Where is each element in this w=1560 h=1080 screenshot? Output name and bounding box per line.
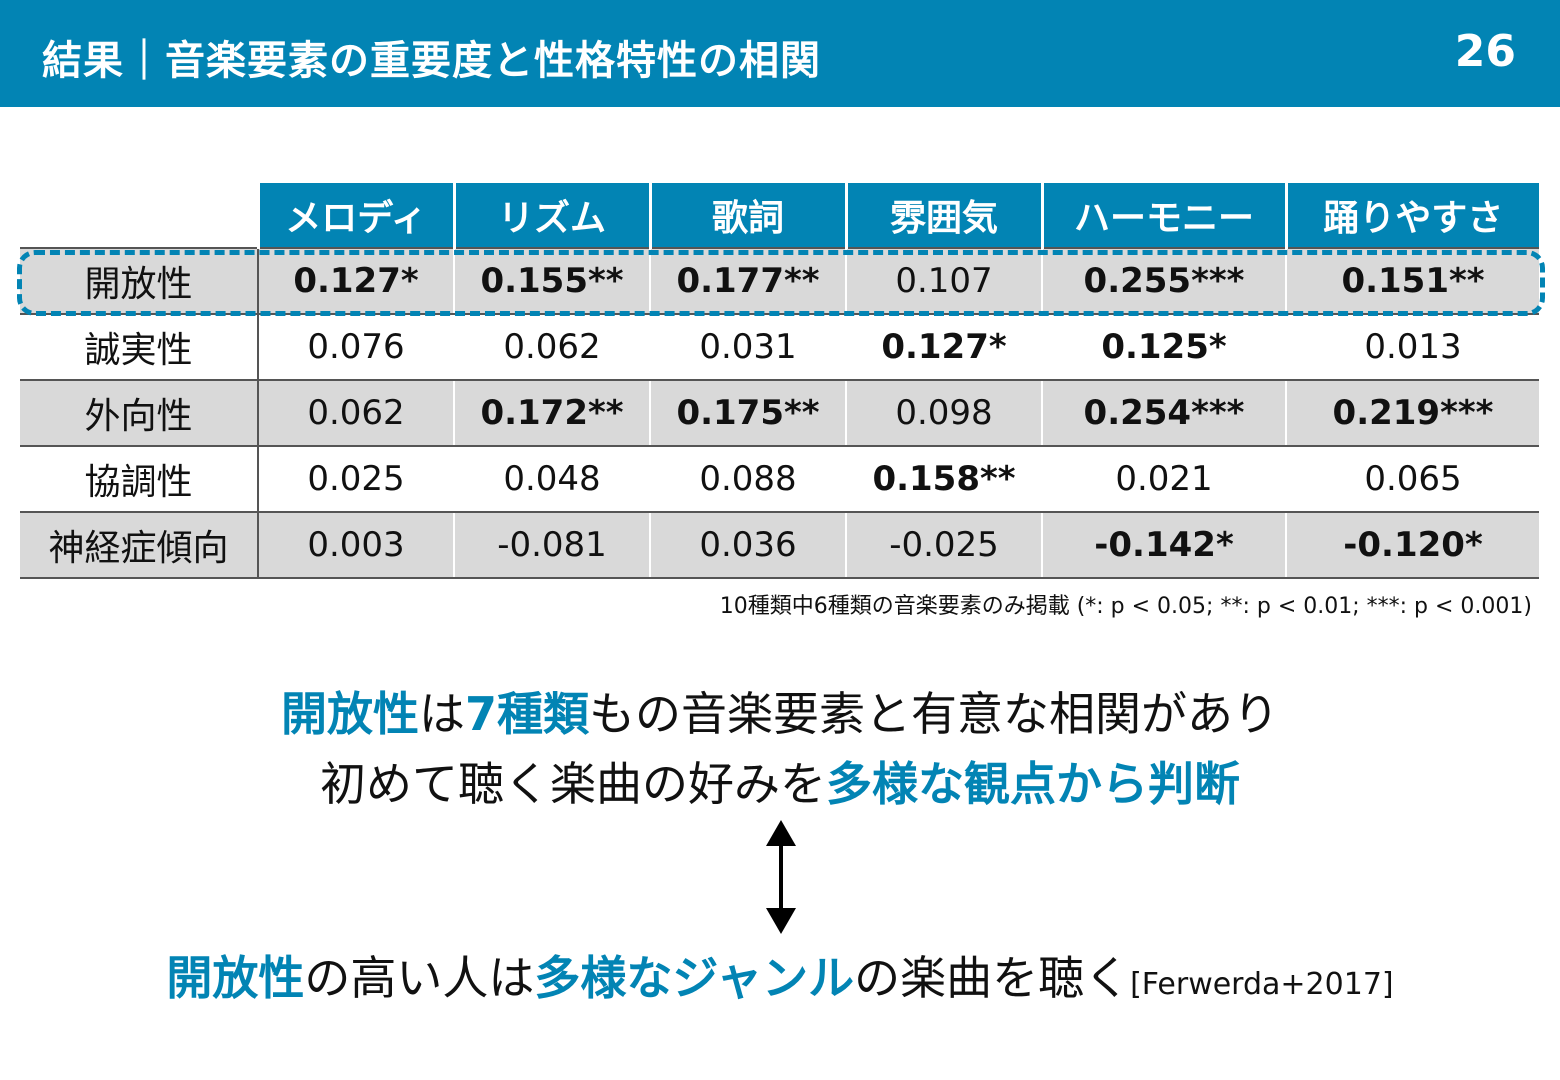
table-cell: 0.151** [1285, 247, 1539, 315]
table-cell: 0.254*** [1041, 380, 1286, 447]
table-cell: 0.062 [453, 314, 650, 381]
table-cell: 0.172** [453, 380, 650, 447]
table-cell: 0.127* [845, 314, 1042, 381]
row-label: 誠実性 [20, 314, 259, 381]
table-header-row: メロディ リズム 歌詞 雰囲気 ハーモニー 踊りやすさ [20, 183, 1539, 248]
table-cell: 0.177** [649, 247, 846, 315]
table-row-neuroticism: 神経症傾向 0.003 -0.081 0.036 -0.025 -0.142* … [20, 512, 1539, 579]
table-cell: 0.003 [257, 512, 454, 579]
highlight-openness: 開放性 [166, 951, 305, 1005]
table-cell: 0.031 [649, 314, 846, 381]
slide-header: 結果｜音楽要素の重要度と性格特性の相関 26 [0, 0, 1560, 107]
slide-title: 結果｜音楽要素の重要度と性格特性の相関 [42, 38, 821, 84]
table-cell: 0.088 [649, 446, 846, 513]
row-label: 協調性 [20, 446, 259, 513]
table-cell: 0.255*** [1041, 247, 1286, 315]
double-arrow-icon [766, 820, 796, 934]
row-label: 神経症傾向 [20, 512, 259, 579]
summary-line-2: 初めて聴く楽曲の好みを多様な観点から判断 [0, 748, 1560, 814]
table-cell: 0.013 [1285, 314, 1539, 381]
table-cell: 0.098 [845, 380, 1042, 447]
column-header-atmosphere: 雰囲気 [844, 183, 1042, 248]
table-cell: -0.142* [1041, 512, 1286, 579]
table-cell: -0.081 [453, 512, 650, 579]
summary-line-3: 開放性の高い人は多様なジャンルの楽曲を聴く[Ferwerda+2017] [0, 942, 1560, 1008]
summary-text: は [418, 687, 465, 741]
table-footnote: 10種類中6種類の音楽要素のみ掲載 (*: p < 0.05; **: p < … [719, 594, 1532, 619]
citation: [Ferwerda+2017] [1130, 967, 1394, 1002]
summary-text: 初めて聴く楽曲の好みを [320, 757, 826, 811]
table-cell: 0.048 [453, 446, 650, 513]
table-cell: 0.155** [453, 247, 650, 315]
table-cell: 0.127* [257, 247, 454, 315]
table-corner [20, 183, 258, 248]
table-cell: -0.025 [845, 512, 1042, 579]
row-label: 開放性 [20, 247, 259, 315]
column-header-melody: メロディ [256, 183, 454, 248]
table-cell: 0.062 [257, 380, 454, 447]
correlation-table: メロディ リズム 歌詞 雰囲気 ハーモニー 踊りやすさ 開放性 0.127* 0… [20, 183, 1539, 579]
column-header-lyrics: 歌詞 [648, 183, 846, 248]
summary-line-1: 開放性は7種類もの音楽要素と有意な相関があり [0, 678, 1560, 744]
table-cell: 0.219*** [1285, 380, 1539, 447]
column-header-rhythm: リズム [452, 183, 650, 248]
table-cell: 0.021 [1041, 446, 1286, 513]
highlight-diverse-viewpoints: 多様な観点から判断 [826, 757, 1240, 811]
table-cell: 0.158** [845, 446, 1042, 513]
table-cell: 0.175** [649, 380, 846, 447]
table-cell: 0.125* [1041, 314, 1286, 381]
highlight-openness: 開放性 [280, 687, 419, 741]
table-row-extraversion: 外向性 0.062 0.172** 0.175** 0.098 0.254***… [20, 380, 1539, 447]
summary-text: の高い人は [304, 951, 535, 1005]
table-row-conscientiousness: 誠実性 0.076 0.062 0.031 0.127* 0.125* 0.01… [20, 314, 1539, 381]
table-cell: 0.076 [257, 314, 454, 381]
table-cell: -0.120* [1285, 512, 1539, 579]
table-cell: 0.025 [257, 446, 454, 513]
column-header-danceability: 踊りやすさ [1284, 183, 1539, 248]
table-cell: 0.065 [1285, 446, 1539, 513]
summary-text: の楽曲を聴く [854, 951, 1131, 1005]
table-cell: 0.107 [845, 247, 1042, 315]
table-row-openness: 開放性 0.127* 0.155** 0.177** 0.107 0.255**… [20, 247, 1539, 315]
summary-text: もの音楽要素と有意な相関があり [589, 687, 1279, 741]
table-cell: 0.036 [649, 512, 846, 579]
table-row-agreeableness: 協調性 0.025 0.048 0.088 0.158** 0.021 0.06… [20, 446, 1539, 513]
row-label: 外向性 [20, 380, 259, 447]
column-header-harmony: ハーモニー [1040, 183, 1286, 248]
highlight-diverse-genres: 多様なジャンル [534, 951, 855, 1005]
page-number: 26 [1454, 26, 1516, 77]
highlight-seven-kinds: 7種類 [464, 687, 589, 741]
